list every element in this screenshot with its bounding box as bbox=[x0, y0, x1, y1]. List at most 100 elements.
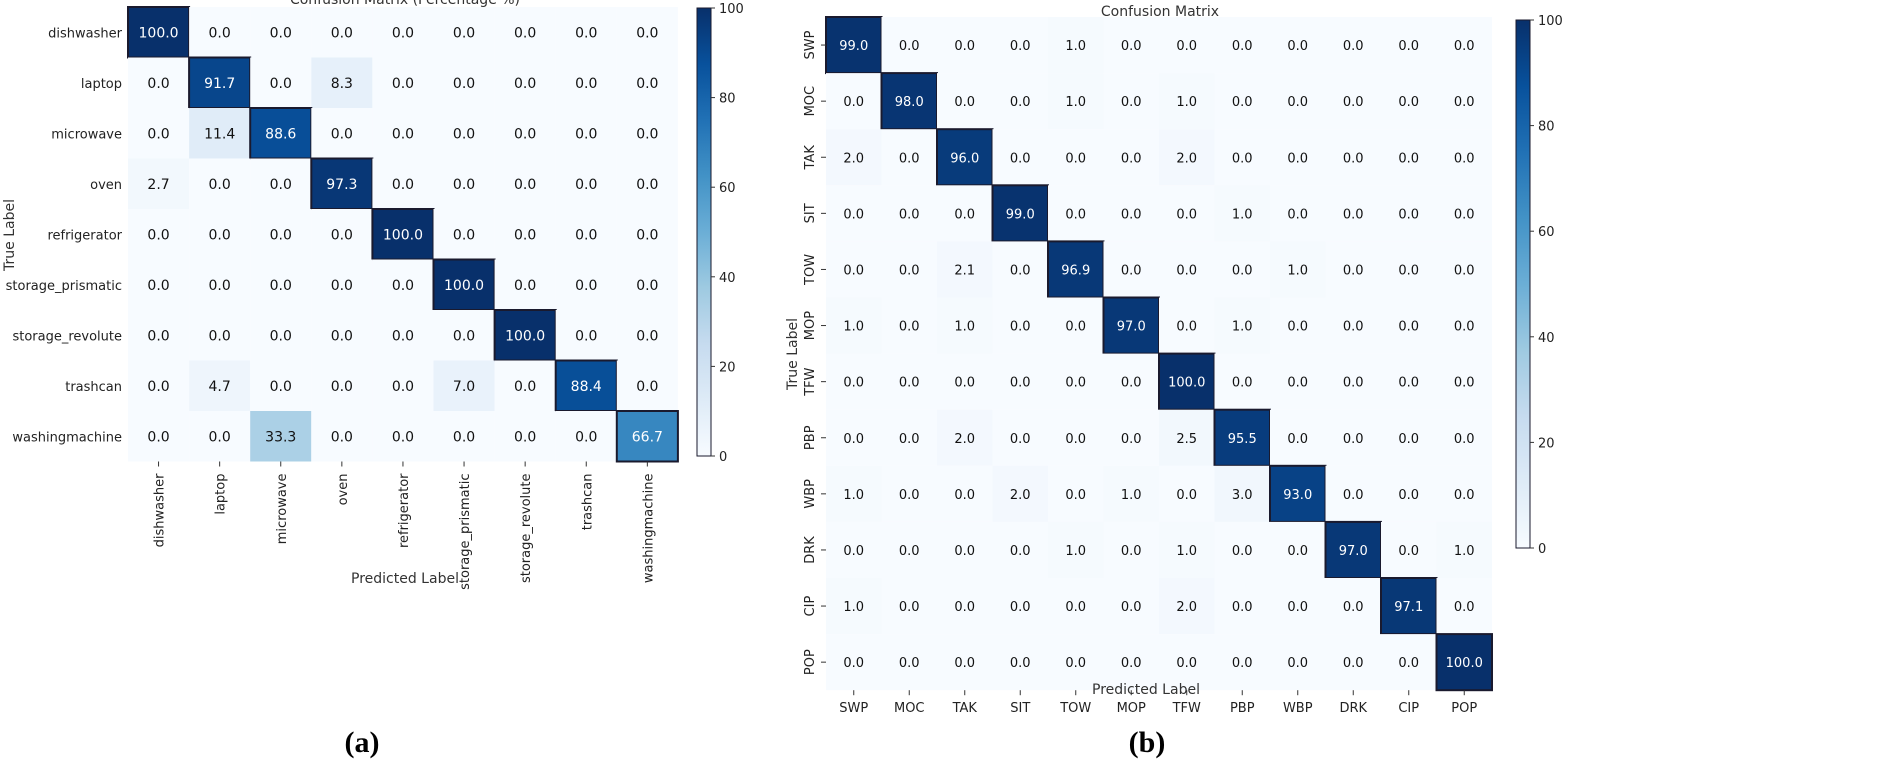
cell-value-label: 0.0 bbox=[954, 39, 975, 54]
cell-value-label: 8.3 bbox=[331, 76, 353, 92]
heatmap-cell bbox=[826, 297, 882, 354]
heatmap-cell bbox=[555, 259, 617, 310]
cell-value-label: 1.0 bbox=[1065, 95, 1086, 110]
cell-value-label: 1.0 bbox=[1176, 95, 1197, 110]
heatmap-cell bbox=[1103, 185, 1159, 242]
heatmap-cell bbox=[311, 57, 373, 108]
cell-value-label: 0.0 bbox=[331, 278, 353, 294]
y-tick-label: DRK bbox=[803, 536, 818, 564]
heatmap-cell bbox=[616, 108, 678, 159]
heatmap-cell bbox=[1214, 185, 1270, 242]
cell-value-label: 0.0 bbox=[575, 126, 597, 142]
cell-value-label: 0.0 bbox=[1065, 432, 1086, 447]
cell-value-label: 0.0 bbox=[954, 376, 975, 391]
heatmap-cell bbox=[1103, 241, 1159, 298]
cell-value-label: 96.0 bbox=[950, 151, 979, 166]
cell-value-label: 0.0 bbox=[1010, 432, 1031, 447]
cell-value-label: 0.0 bbox=[514, 278, 536, 294]
heatmap-cell bbox=[1048, 465, 1104, 522]
cell-value-label: 0.0 bbox=[1454, 376, 1475, 391]
heatmap-cell bbox=[494, 259, 556, 310]
heatmap-cell bbox=[189, 7, 251, 58]
cell-value-label: 1.0 bbox=[843, 600, 864, 615]
heatmap-cell bbox=[1325, 578, 1381, 635]
cell-value-label: 0.0 bbox=[843, 95, 864, 110]
cell-value-label: 0.0 bbox=[1065, 207, 1086, 222]
heatmap-cell bbox=[1381, 73, 1437, 130]
cell-value-label: 0.0 bbox=[147, 76, 169, 92]
cell-value-label: 0.0 bbox=[1398, 95, 1419, 110]
heatmap-cell bbox=[494, 57, 556, 108]
cell-value-label: 0.0 bbox=[453, 328, 475, 344]
cell-value-label: 99.0 bbox=[839, 39, 868, 54]
cell-value-label: 0.0 bbox=[843, 432, 864, 447]
heatmap-cell bbox=[1381, 634, 1437, 691]
heatmap-cell bbox=[250, 310, 312, 361]
heatmap-cell bbox=[992, 297, 1048, 354]
heatmap-cell bbox=[992, 634, 1048, 691]
heatmap-cell bbox=[1325, 297, 1381, 354]
cell-value-label: 0.0 bbox=[270, 76, 292, 92]
colorbar-tick-label: 40 bbox=[1538, 331, 1555, 346]
heatmap-cell bbox=[555, 158, 617, 209]
heatmap-cell bbox=[555, 108, 617, 159]
heatmap-cell bbox=[937, 185, 993, 242]
cell-value-label: 0.0 bbox=[392, 76, 414, 92]
subfigure-label: (b) bbox=[1129, 726, 1166, 759]
y-tick-label: TFW bbox=[803, 367, 818, 396]
heatmap-cell bbox=[1159, 17, 1215, 74]
cell-value-label: 0.0 bbox=[1010, 320, 1031, 335]
cell-value-label: 0.0 bbox=[636, 76, 658, 92]
heatmap-cell bbox=[1048, 353, 1104, 410]
heatmap-cell bbox=[1381, 465, 1437, 522]
cell-value-label: 66.7 bbox=[632, 429, 663, 445]
heatmap-cell bbox=[1436, 465, 1492, 522]
heatmap-cell bbox=[881, 241, 937, 298]
cell-value-label: 0.0 bbox=[453, 25, 475, 41]
cell-value-label: 2.0 bbox=[1010, 488, 1031, 503]
heatmap-cell bbox=[1214, 465, 1270, 522]
colorbar-tick-label: 0 bbox=[1538, 542, 1546, 557]
heatmap-cell bbox=[1270, 353, 1326, 410]
heatmap-cell bbox=[1381, 353, 1437, 410]
heatmap-cell bbox=[494, 158, 556, 209]
cell-value-label: 0.0 bbox=[147, 227, 169, 243]
cell-value-label: 0.0 bbox=[1398, 656, 1419, 671]
cell-value-label: 0.0 bbox=[843, 207, 864, 222]
cell-value-label: 0.0 bbox=[1121, 376, 1142, 391]
colorbar bbox=[1515, 19, 1531, 549]
cell-value-label: 97.0 bbox=[1339, 544, 1368, 559]
cell-value-label: 0.0 bbox=[1454, 432, 1475, 447]
subfigure-label: (a) bbox=[345, 726, 380, 759]
heatmap-cell bbox=[128, 158, 190, 209]
heatmap-cell bbox=[1159, 465, 1215, 522]
cell-value-label: 0.0 bbox=[1398, 544, 1419, 559]
heatmap-cell bbox=[881, 409, 937, 466]
heatmap-cell bbox=[826, 634, 882, 691]
heatmap-cell bbox=[826, 465, 882, 522]
cell-value-label: 0.0 bbox=[636, 278, 658, 294]
heatmap-cell bbox=[937, 521, 993, 578]
cell-value-label: 0.0 bbox=[1121, 207, 1142, 222]
cell-value-label: 0.0 bbox=[514, 429, 536, 445]
heatmap-cell bbox=[1159, 241, 1215, 298]
heatmap-cell bbox=[1436, 521, 1492, 578]
cell-value-label: 0.0 bbox=[514, 126, 536, 142]
cell-value-label: 0.0 bbox=[1454, 320, 1475, 335]
cell-value-label: 0.0 bbox=[1010, 376, 1031, 391]
heatmap-cell bbox=[189, 360, 251, 411]
x-tick-label: SWP bbox=[839, 701, 868, 716]
cell-value-label: 0.0 bbox=[1232, 95, 1253, 110]
cell-value-label: 0.0 bbox=[1343, 207, 1364, 222]
heatmap-cell bbox=[1325, 241, 1381, 298]
cell-value-label: 0.0 bbox=[1454, 207, 1475, 222]
colorbar-tick-label: 60 bbox=[1538, 225, 1555, 240]
heatmap-cell bbox=[992, 409, 1048, 466]
cell-value-label: 0.0 bbox=[899, 376, 920, 391]
colorbar-tick-label: 100 bbox=[719, 2, 744, 17]
x-tick-label: storage_prismatic bbox=[458, 474, 473, 590]
heatmap-cell bbox=[881, 17, 937, 74]
heatmap-cell bbox=[826, 521, 882, 578]
cell-value-label: 0.0 bbox=[1398, 263, 1419, 278]
heatmap-cell bbox=[1103, 129, 1159, 186]
